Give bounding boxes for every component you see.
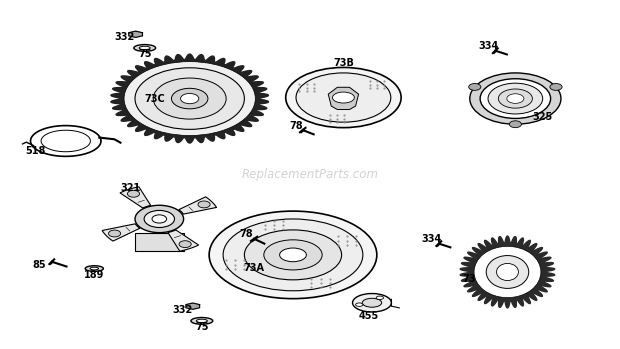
Ellipse shape [244,230,342,280]
Text: 334: 334 [422,234,441,244]
Ellipse shape [286,67,401,128]
Ellipse shape [209,211,377,299]
Text: 75: 75 [195,322,208,332]
Ellipse shape [507,94,524,103]
Ellipse shape [108,230,121,237]
Ellipse shape [486,255,529,288]
Text: 73A: 73A [244,262,265,273]
Text: 332: 332 [115,32,135,42]
Ellipse shape [191,318,213,324]
Ellipse shape [376,296,384,299]
Polygon shape [120,187,151,208]
Ellipse shape [90,267,99,270]
Ellipse shape [509,121,521,128]
Polygon shape [111,54,268,143]
Ellipse shape [124,62,255,135]
Ellipse shape [550,83,562,90]
Ellipse shape [197,319,207,322]
Text: 332: 332 [172,305,193,314]
Text: 78: 78 [290,121,303,131]
Ellipse shape [356,303,363,306]
Text: 321: 321 [121,183,141,193]
Ellipse shape [179,241,191,247]
Text: 75: 75 [138,49,151,59]
Polygon shape [129,31,143,37]
Polygon shape [179,197,216,214]
Ellipse shape [140,46,150,50]
Ellipse shape [144,210,174,228]
Text: ReplacementParts.com: ReplacementParts.com [242,168,378,181]
Polygon shape [186,303,200,309]
Text: 325: 325 [532,112,552,122]
Ellipse shape [223,219,363,291]
Ellipse shape [469,83,481,90]
Ellipse shape [128,190,140,197]
Text: 73C: 73C [144,94,166,104]
Ellipse shape [498,89,533,108]
Polygon shape [460,236,555,308]
Ellipse shape [135,205,184,233]
Text: 455: 455 [359,311,379,321]
Ellipse shape [153,78,226,119]
Ellipse shape [264,240,322,270]
Text: 73: 73 [463,274,476,284]
Text: 334: 334 [478,41,498,51]
Ellipse shape [474,246,541,298]
Ellipse shape [332,92,355,103]
Polygon shape [328,87,358,110]
Text: 73B: 73B [333,58,354,68]
Polygon shape [168,230,198,251]
Ellipse shape [488,83,542,114]
Polygon shape [102,224,140,241]
Ellipse shape [480,79,551,118]
Ellipse shape [280,248,306,262]
Ellipse shape [353,294,391,312]
Polygon shape [135,233,184,251]
Ellipse shape [497,263,518,281]
Text: 78: 78 [239,229,253,239]
Ellipse shape [152,215,167,223]
Ellipse shape [134,45,156,51]
Text: 518: 518 [25,146,45,156]
Ellipse shape [172,88,208,109]
Ellipse shape [180,94,199,104]
Text: 189: 189 [84,270,105,280]
Ellipse shape [296,73,391,122]
Ellipse shape [198,201,210,208]
Ellipse shape [362,298,382,307]
Text: 85: 85 [33,260,46,270]
Ellipse shape [135,68,244,129]
Ellipse shape [85,266,104,272]
Ellipse shape [470,73,561,124]
